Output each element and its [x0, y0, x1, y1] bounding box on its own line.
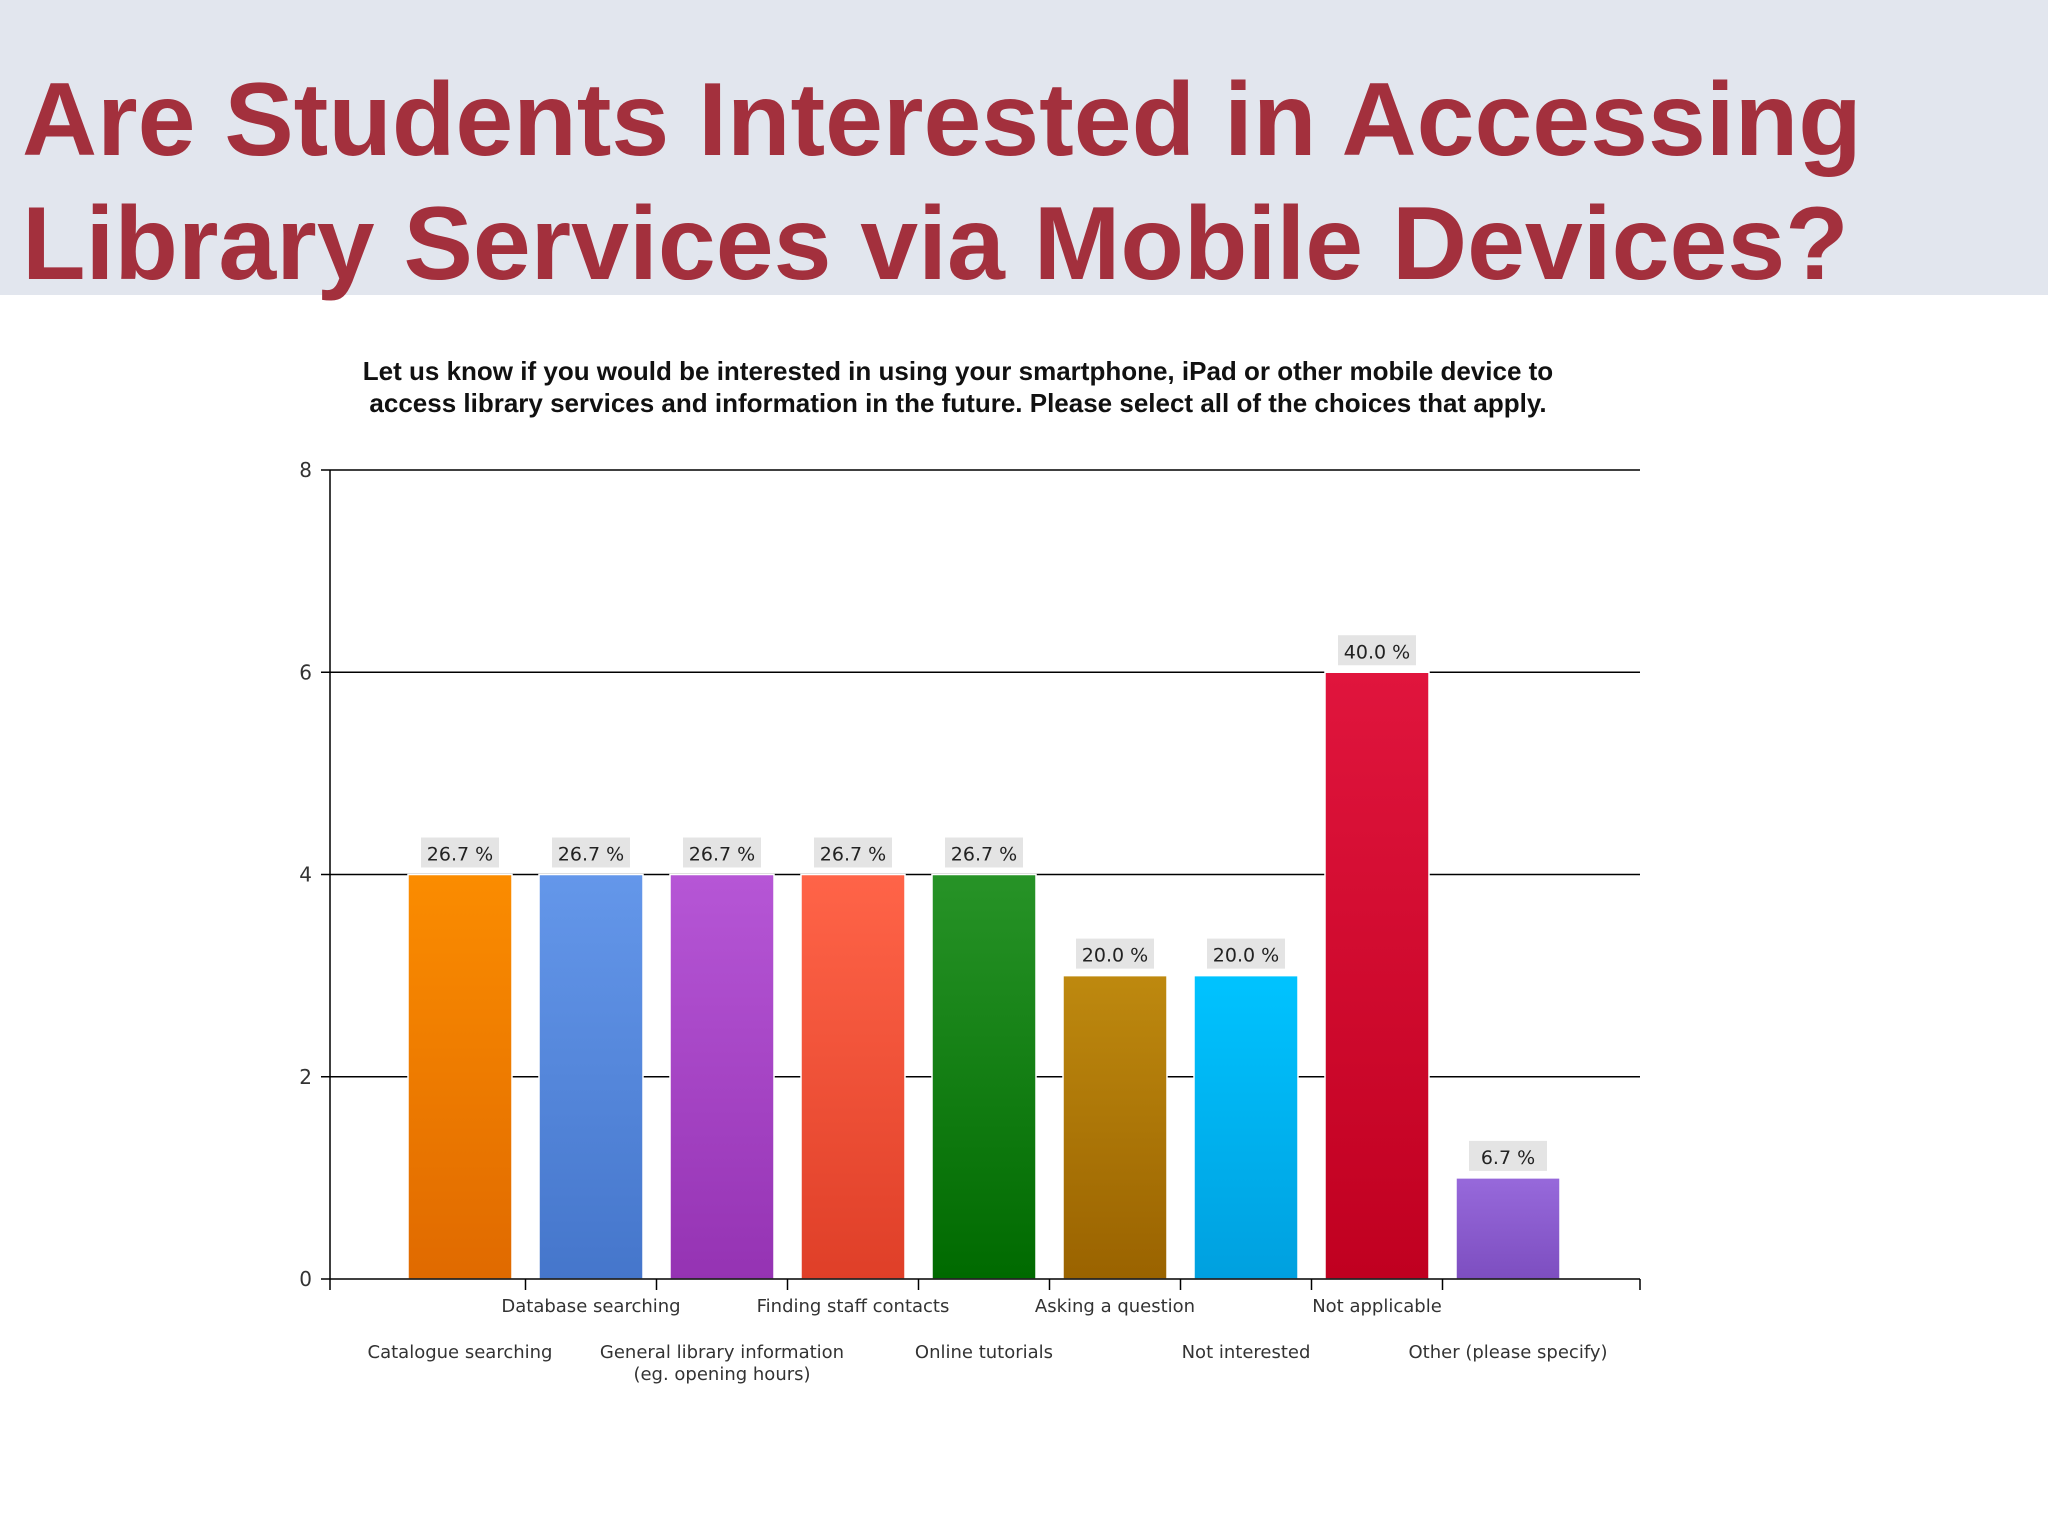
bar	[800, 873, 906, 1280]
data-label-box	[1338, 635, 1416, 666]
data-label: 26.7 %	[427, 844, 493, 866]
category-label: Other (please specify)	[1408, 1342, 1607, 1363]
y-tick-label: 0	[299, 1267, 312, 1291]
data-label: 26.7 %	[689, 844, 755, 866]
title-banner: Are Students Interested in Accessing Libr…	[0, 0, 2048, 302]
data-label-box	[421, 837, 499, 868]
bar	[1193, 974, 1299, 1280]
data-label: 6.7 %	[1481, 1147, 1535, 1169]
data-label-box	[945, 837, 1023, 868]
chart-title-line-1: Let us know if you would be interested i…	[363, 356, 1553, 386]
bars	[407, 671, 1561, 1280]
data-label-box	[683, 837, 761, 868]
bar	[1324, 671, 1430, 1280]
data-label-box	[814, 837, 892, 868]
category-label: (eg. opening hours)	[633, 1364, 810, 1385]
y-tick-label: 8	[299, 458, 312, 482]
category-label: Not applicable	[1312, 1296, 1442, 1317]
data-label-box	[1076, 938, 1154, 969]
data-label: 26.7 %	[558, 844, 624, 866]
bar	[1062, 974, 1168, 1280]
bar	[407, 873, 513, 1280]
axes	[321, 469, 1641, 1290]
category-label: General library information	[600, 1342, 844, 1363]
category-label: Finding staff contacts	[757, 1296, 950, 1317]
bar	[669, 873, 775, 1280]
category-label: Online tutorials	[915, 1342, 1053, 1363]
y-tick-label: 6	[299, 660, 312, 684]
chart-title-line-2: access library services and information …	[369, 388, 1546, 418]
y-tick-label: 4	[299, 863, 312, 887]
slide-title-line-2: Library Services via Mobile Devices?	[22, 186, 1849, 302]
category-label: Catalogue searching	[368, 1342, 553, 1363]
bar	[538, 873, 644, 1280]
data-label-box	[1207, 938, 1285, 969]
data-label: 40.0 %	[1344, 641, 1410, 663]
data-label: 20.0 %	[1082, 945, 1148, 967]
slide-title: Are Students Interested in Accessing Libr…	[22, 58, 2022, 306]
category-label: Database searching	[501, 1296, 680, 1317]
data-label: 26.7 %	[951, 844, 1017, 866]
y-tick-label: 2	[299, 1065, 312, 1089]
data-label-box	[552, 837, 630, 868]
category-label: Asking a question	[1035, 1296, 1195, 1317]
data-label-box	[1469, 1140, 1547, 1171]
bar	[931, 873, 1037, 1280]
slide-title-line-1: Are Students Interested in Accessing	[22, 62, 1862, 178]
labels: 0 2 4 6 8 26.7 % 26.7 % 26.7 % 26.7 % 26.7 % 20.0 …	[299, 458, 1607, 1385]
bar	[1455, 1177, 1561, 1280]
data-label: 26.7 %	[820, 844, 886, 866]
category-label: Not interested	[1182, 1342, 1311, 1363]
data-label: 20.0 %	[1213, 945, 1279, 967]
